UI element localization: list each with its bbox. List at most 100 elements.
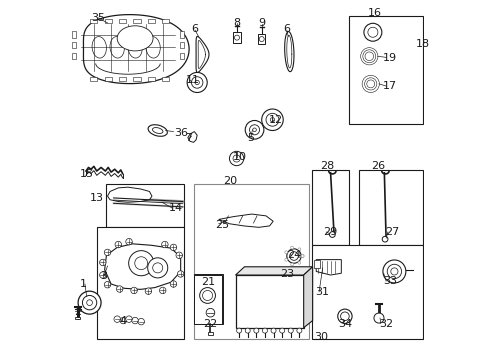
Circle shape xyxy=(191,77,203,88)
Circle shape xyxy=(244,121,264,139)
Polygon shape xyxy=(104,244,180,289)
Ellipse shape xyxy=(148,125,167,136)
Circle shape xyxy=(162,241,168,248)
Circle shape xyxy=(363,23,381,41)
Ellipse shape xyxy=(110,37,124,58)
Polygon shape xyxy=(218,214,273,227)
Circle shape xyxy=(253,328,258,333)
Bar xyxy=(147,77,155,81)
Circle shape xyxy=(104,282,110,288)
Text: 31: 31 xyxy=(315,287,329,297)
Text: 30: 30 xyxy=(314,332,328,342)
Circle shape xyxy=(82,296,97,310)
Text: 25: 25 xyxy=(215,220,229,230)
Circle shape xyxy=(261,109,283,131)
Circle shape xyxy=(297,261,300,264)
Circle shape xyxy=(290,263,293,266)
Circle shape xyxy=(301,255,304,257)
Text: 34: 34 xyxy=(338,319,352,329)
Text: 15: 15 xyxy=(80,168,93,179)
Circle shape xyxy=(362,75,379,93)
Circle shape xyxy=(199,288,215,303)
Polygon shape xyxy=(316,260,341,275)
Circle shape xyxy=(114,316,120,322)
Circle shape xyxy=(365,53,372,60)
Text: 19: 19 xyxy=(382,53,396,63)
Text: 22: 22 xyxy=(203,319,217,329)
Bar xyxy=(314,260,319,268)
Text: 36: 36 xyxy=(174,129,188,138)
Bar xyxy=(147,19,155,23)
Text: 32: 32 xyxy=(378,319,392,329)
Text: 10: 10 xyxy=(233,152,246,162)
Bar xyxy=(104,77,112,81)
Text: 14: 14 xyxy=(169,203,183,213)
Polygon shape xyxy=(284,32,293,72)
Ellipse shape xyxy=(128,37,142,58)
Text: 12: 12 xyxy=(268,115,283,125)
Circle shape xyxy=(176,252,182,258)
Circle shape xyxy=(262,328,267,333)
Text: 26: 26 xyxy=(370,161,384,171)
Text: 9: 9 xyxy=(258,18,264,28)
Circle shape xyxy=(362,50,375,63)
Text: 11: 11 xyxy=(185,75,199,85)
Circle shape xyxy=(78,291,101,314)
Text: 6: 6 xyxy=(191,24,198,35)
Bar xyxy=(97,227,184,338)
Circle shape xyxy=(329,231,335,237)
Text: 2: 2 xyxy=(74,307,81,317)
Circle shape xyxy=(297,248,300,251)
Circle shape xyxy=(120,318,126,324)
Circle shape xyxy=(366,80,373,87)
Circle shape xyxy=(373,313,383,323)
Bar xyxy=(90,19,97,23)
Text: 23: 23 xyxy=(279,269,293,279)
Circle shape xyxy=(279,328,284,333)
Bar xyxy=(193,274,223,324)
Circle shape xyxy=(170,281,176,287)
Ellipse shape xyxy=(152,127,163,134)
Bar xyxy=(106,184,184,227)
Circle shape xyxy=(100,259,106,266)
Circle shape xyxy=(286,249,301,263)
Text: 18: 18 xyxy=(415,40,429,49)
Circle shape xyxy=(301,255,304,257)
Bar xyxy=(233,32,241,43)
Circle shape xyxy=(128,251,153,276)
Polygon shape xyxy=(107,187,152,202)
Bar xyxy=(104,19,112,23)
Bar xyxy=(311,170,348,244)
Bar xyxy=(193,275,221,324)
Text: 1: 1 xyxy=(80,279,87,289)
Circle shape xyxy=(100,272,106,278)
Bar xyxy=(133,19,140,23)
Circle shape xyxy=(382,236,387,242)
Circle shape xyxy=(206,309,214,317)
Bar xyxy=(119,19,126,23)
Circle shape xyxy=(244,328,250,333)
Text: 3: 3 xyxy=(100,271,107,281)
Circle shape xyxy=(236,328,241,333)
Circle shape xyxy=(270,118,274,122)
Bar xyxy=(258,34,265,44)
Polygon shape xyxy=(235,267,312,275)
Circle shape xyxy=(147,258,167,278)
Ellipse shape xyxy=(145,37,160,58)
Text: 8: 8 xyxy=(233,18,240,28)
Circle shape xyxy=(145,288,151,294)
Text: 4: 4 xyxy=(120,316,126,325)
Bar xyxy=(162,19,169,23)
Circle shape xyxy=(138,319,144,325)
Bar xyxy=(311,245,422,338)
Polygon shape xyxy=(196,36,208,72)
Circle shape xyxy=(289,252,298,260)
Bar xyxy=(133,77,140,81)
Circle shape xyxy=(284,251,287,254)
Ellipse shape xyxy=(92,37,106,58)
Circle shape xyxy=(177,271,183,277)
Circle shape xyxy=(104,249,110,256)
Circle shape xyxy=(233,155,240,162)
Bar xyxy=(119,77,126,81)
Text: 33: 33 xyxy=(383,276,397,286)
